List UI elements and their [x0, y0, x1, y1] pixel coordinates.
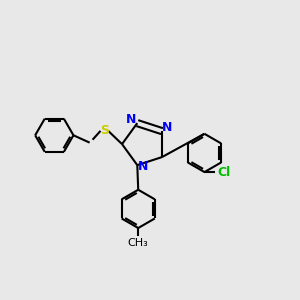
Text: CH₃: CH₃ [128, 238, 148, 248]
Text: N: N [137, 160, 148, 173]
Text: Cl: Cl [218, 166, 231, 178]
Text: N: N [162, 121, 172, 134]
Text: N: N [126, 113, 136, 126]
Text: S: S [100, 124, 109, 137]
